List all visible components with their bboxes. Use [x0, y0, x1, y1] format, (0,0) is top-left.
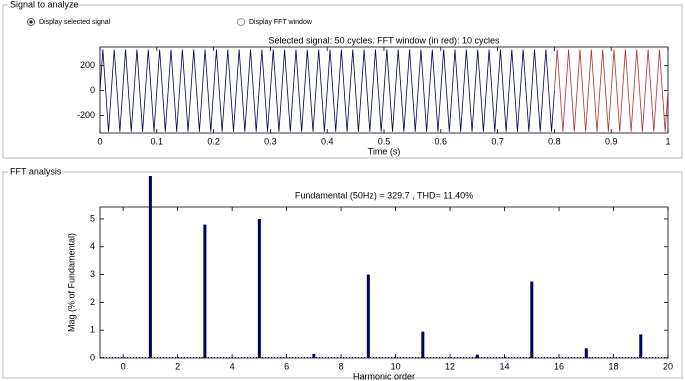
- radio-label[interactable]: Display FFT window: [249, 19, 313, 26]
- y-tick-label: 5: [90, 213, 95, 223]
- x-axis-label: Harmonic order: [353, 371, 415, 381]
- y-tick-label: 1: [90, 325, 95, 335]
- x-tick-label: 1: [665, 136, 670, 146]
- signal-panel: [2, 4, 683, 159]
- x-tick-label: 0.1: [151, 136, 164, 146]
- bar: [148, 176, 152, 358]
- x-tick-label: 0.3: [264, 136, 277, 146]
- bar: [203, 224, 207, 358]
- y-axis-label: Mag (% of Fundamental): [66, 233, 76, 332]
- axes: [99, 206, 669, 359]
- x-tick-label: 0: [97, 136, 102, 146]
- y-tick-label: -200: [77, 110, 95, 120]
- panel-label-bg: [8, 167, 60, 177]
- x-tick-label: 4: [230, 361, 235, 371]
- y-tick-label: 3: [90, 269, 95, 279]
- y-tick-label: 0: [90, 85, 95, 95]
- x-tick-label: 0.5: [378, 136, 391, 146]
- panel-title: FFT analysis: [10, 166, 62, 176]
- x-tick-label: 0.6: [435, 136, 448, 146]
- bar: [257, 218, 261, 358]
- x-tick-label: 0.7: [491, 136, 504, 146]
- x-tick-label: 6: [284, 361, 289, 371]
- signal-line: [99, 49, 555, 132]
- x-tick-label: 0.9: [605, 136, 618, 146]
- x-tick-label: 0.2: [207, 136, 220, 146]
- x-tick-label: 0.4: [321, 136, 334, 146]
- x-tick-label: 12: [445, 361, 455, 371]
- bar: [530, 281, 534, 358]
- bar: [421, 331, 425, 358]
- x-tick-label: 10: [391, 361, 401, 371]
- fft-panel: [2, 171, 683, 379]
- bar: [475, 354, 479, 358]
- radio-dot: [29, 20, 33, 24]
- x-tick-label: 16: [554, 361, 564, 371]
- radio-label[interactable]: Display selected signal: [39, 19, 111, 26]
- chart-title: Selected signal: 50 cycles. FFT window (…: [269, 35, 500, 45]
- x-tick-label: 14: [500, 361, 510, 371]
- bar: [366, 274, 370, 358]
- x-tick-label: 0.8: [548, 136, 561, 146]
- y-tick-label: 200: [80, 60, 95, 70]
- chart-title: Fundamental (50Hz) = 329.7 , THD= 11.40%: [295, 190, 473, 200]
- x-tick-label: 8: [339, 361, 344, 371]
- x-tick-label: 2: [175, 361, 180, 371]
- x-tick-label: 18: [609, 361, 619, 371]
- bar: [584, 348, 588, 358]
- x-tick-label: 0: [121, 361, 126, 371]
- bar: [639, 334, 643, 358]
- y-tick-label: 4: [90, 241, 95, 251]
- panel-label-bg: [8, 0, 70, 10]
- y-tick-label: 2: [90, 297, 95, 307]
- y-tick-label: 0: [90, 352, 95, 362]
- panel-title: Signal to analyze: [10, 0, 79, 9]
- signal-line: [554, 49, 669, 132]
- x-axis-label: Time (s): [368, 146, 401, 156]
- radio-button[interactable]: [237, 18, 245, 26]
- x-tick-label: 20: [663, 361, 673, 371]
- bar: [312, 353, 316, 358]
